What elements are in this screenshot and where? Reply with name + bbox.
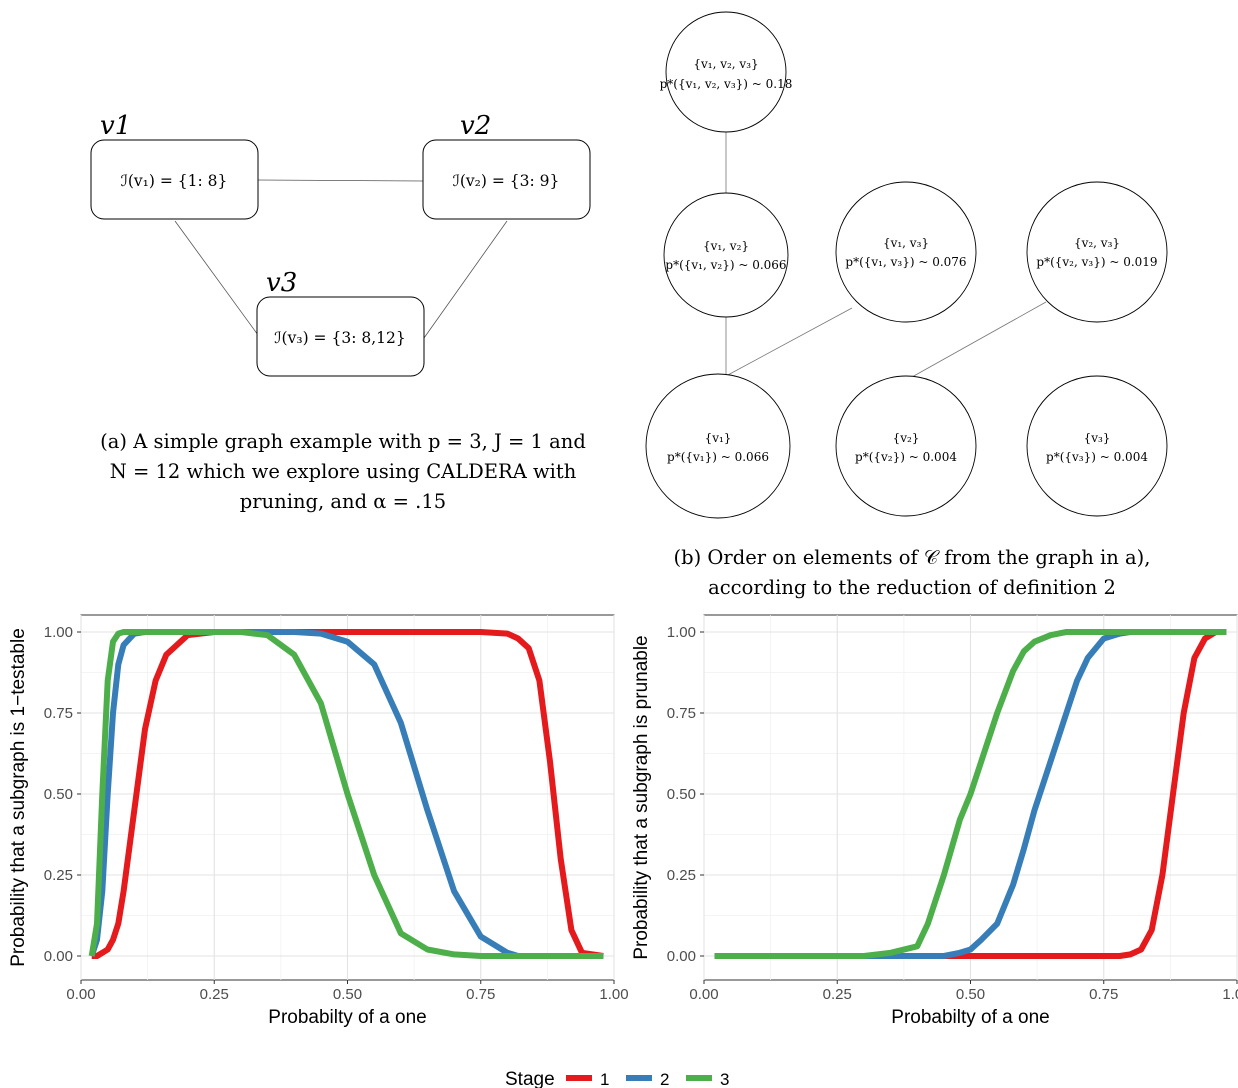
- y-tick-label: 0.75: [667, 705, 696, 722]
- lattice-set: {v₁, v₂}: [703, 239, 749, 253]
- edge-v1v3-v1: [725, 307, 853, 377]
- series-line-3: [88, 629, 604, 959]
- x-tick-label: 0.25: [200, 986, 229, 1003]
- lattice-prob: p*({v₂, v₃}) ~ 0.019: [1036, 255, 1157, 269]
- legend-swatch-2: [626, 1075, 652, 1081]
- lattice-circle: [835, 181, 977, 323]
- lattice-set: {v₂, v₃}: [1074, 236, 1120, 250]
- node-v2: [422, 139, 591, 220]
- graph-a: v1 ℐ(v₁) = {1: 8} v2 ℐ(v₂) = {3: 9} v3 ℐ…: [90, 111, 591, 513]
- legend-label-2: 2: [660, 1070, 669, 1088]
- legend-swatch-1: [566, 1075, 592, 1081]
- lattice-prob: p*({v₁}) ~ 0.066: [667, 450, 769, 464]
- lattice-set: {v₂}: [893, 431, 920, 445]
- caption-a-line1: (a) A simple graph example with p = 3, J…: [100, 430, 586, 453]
- lattice-node: {v₃} p*({v₃}) ~ 0.004: [1026, 375, 1168, 517]
- edge-v2-v3: [423, 220, 508, 339]
- legend-label-1: 1: [600, 1070, 609, 1088]
- node-name-v2: v2: [460, 111, 491, 141]
- y-tick-label: 0.50: [44, 786, 73, 803]
- lattice-node: {v₂} p*({v₂}) ~ 0.004: [835, 375, 977, 517]
- y-tick-label: 1.00: [44, 624, 73, 641]
- x-tick-label: 0.00: [689, 986, 718, 1003]
- lattice-circle: [835, 375, 977, 517]
- node-name-v3: v3: [266, 268, 297, 298]
- lattice-prob: p*({v₂}) ~ 0.004: [855, 450, 957, 464]
- legend-swatch-3: [686, 1075, 712, 1081]
- node-v3: [256, 296, 425, 377]
- x-axis-label: Probabilty of a one: [268, 1007, 426, 1028]
- x-tick-label: 0.75: [1089, 986, 1118, 1003]
- edge-v1-v2: [257, 179, 424, 182]
- edge-v1-v3: [174, 220, 259, 336]
- lattice-circle: [665, 11, 787, 133]
- lattice-prob: p*({v₁, v₂}) ~ 0.066: [665, 258, 786, 272]
- lattice-prob: p*({v₁, v₂, v₃}) ~ 0.18: [660, 77, 793, 91]
- lattice-circle: [1026, 375, 1168, 517]
- x-tick-label: 0.25: [823, 986, 852, 1003]
- lattice-node: {v₁, v₂, v₃} p*({v₁, v₂, v₃}) ~ 0.18: [660, 11, 793, 133]
- node-label-v1: ℐ(v₁) = {1: 8}: [121, 172, 228, 190]
- node-v1: [90, 139, 259, 220]
- legend-label-3: 3: [720, 1070, 729, 1088]
- graph-b: {v₁, v₂, v₃} p*({v₁, v₂, v₃}) ~ 0.18 {v₁…: [645, 11, 1168, 599]
- lattice-set: {v₃}: [1084, 431, 1111, 445]
- x-axis-label: Probabilty of a one: [891, 1007, 1049, 1028]
- lattice-prob: p*({v₃}) ~ 0.004: [1046, 450, 1148, 464]
- lattice-node: {v₁, v₂} p*({v₁, v₂}) ~ 0.066: [663, 192, 789, 318]
- x-tick-label: 0.50: [333, 986, 362, 1003]
- node-label-v3: ℐ(v₃) = {3: 8,12}: [274, 329, 405, 347]
- lattice-circle: [663, 192, 789, 318]
- caption-b-line2: according to the reduction of definition…: [708, 576, 1116, 599]
- node-name-v1: v1: [100, 111, 131, 141]
- lattice-node: {v₁, v₃} p*({v₁, v₃}) ~ 0.076: [835, 181, 977, 323]
- y-axis-label: Probability that a subgraph is 1−testabl…: [8, 628, 29, 967]
- legend-title: Stage: [505, 1069, 555, 1088]
- caption-a-line3: pruning, and α = .15: [240, 490, 446, 513]
- x-tick-label: 0.75: [466, 986, 495, 1003]
- lattice-circle: [1026, 181, 1168, 323]
- y-tick-label: 0.00: [667, 948, 696, 965]
- x-tick-label: 0.50: [956, 986, 985, 1003]
- lattice-node: {v₁} p*({v₁}) ~ 0.066: [645, 373, 791, 519]
- caption-a-line2: N = 12 which we explore using CALDERA wi…: [110, 460, 577, 483]
- y-axis-label: Probability that a subgraph is prunable: [631, 635, 652, 959]
- lattice-set: {v₁, v₃}: [883, 236, 929, 250]
- y-tick-label: 0.25: [667, 867, 696, 884]
- lattice-node: {v₂, v₃} p*({v₂, v₃}) ~ 0.019: [1026, 181, 1168, 323]
- series-line-3: [714, 629, 1227, 959]
- y-tick-label: 0.00: [44, 948, 73, 965]
- legend-items: 1 2 3: [566, 1070, 729, 1088]
- y-tick-label: 0.50: [667, 786, 696, 803]
- chart-prunable: 0.00 0.25 0.50 0.75 1.00 0.00 0.25 0.50 0.75 1.00…: [631, 614, 1238, 1028]
- edge-v2v3-v2: [911, 301, 1047, 378]
- x-tick-label: 1.00: [1222, 986, 1238, 1003]
- lattice-set: {v₁, v₂, v₃}: [693, 57, 758, 71]
- node-label-v2: ℐ(v₂) = {3: 9}: [453, 172, 560, 190]
- y-tick-label: 0.75: [44, 705, 73, 722]
- lattice-prob: p*({v₁, v₃}) ~ 0.076: [845, 255, 966, 269]
- legend: Stage 1 2 3: [505, 1069, 729, 1088]
- x-tick-label: 1.00: [599, 986, 628, 1003]
- lattice-set: {v₁}: [705, 431, 732, 445]
- y-tick-label: 0.25: [44, 867, 73, 884]
- x-tick-label: 0.00: [66, 986, 95, 1003]
- y-tick-label: 1.00: [667, 624, 696, 641]
- lattice-circle: [645, 373, 791, 519]
- caption-b-line1: (b) Order on elements of 𝒞 from the grap…: [674, 546, 1151, 569]
- chart-1-testable: 0.00 0.25 0.50 0.75 1.00 0.00 0.25 0.50 0.75 1.00…: [8, 614, 629, 1028]
